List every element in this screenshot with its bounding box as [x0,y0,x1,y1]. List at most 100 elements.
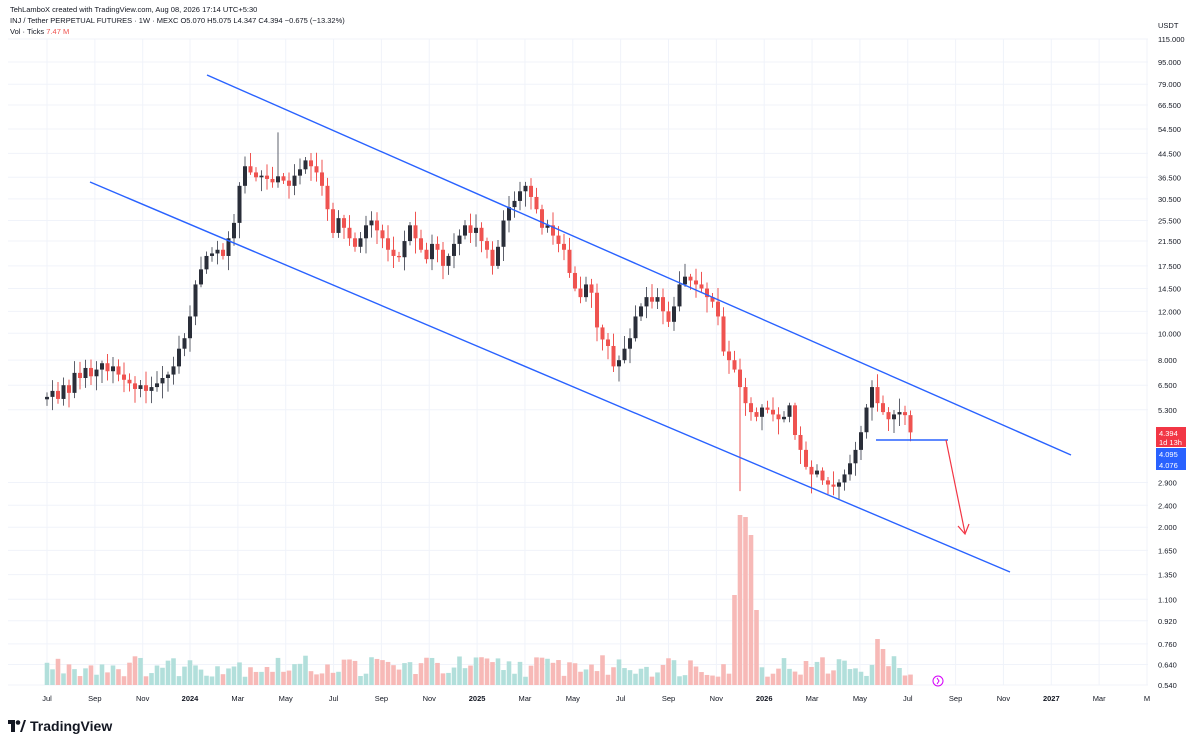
channel-drawings [89,74,1072,573]
candle-body [111,366,115,372]
candle-body [837,482,841,487]
volume-bar [121,676,127,685]
realtime-indicator-icon[interactable] [932,675,944,687]
volume-bar [556,660,561,685]
candle-body [727,351,731,361]
candle-body [556,235,561,244]
time-tick-label: Jul [42,694,52,703]
volume-bar [842,660,847,685]
time-tick-label: Sep [949,694,962,703]
volume-bar [237,662,242,685]
price-tick-label: 21.500 [1158,237,1181,246]
time-tick-label: M [1144,694,1150,703]
volume-bar [495,658,501,685]
candle-body [765,407,770,410]
volume-bar [253,671,259,685]
volume-bar [198,669,204,685]
candle-body [881,403,885,413]
volume-bar [209,676,215,685]
volume-line: Vol · Ticks 7.47 M [10,26,345,37]
candle-body [463,225,467,236]
candle-body [452,243,456,256]
volume-bar [468,665,473,685]
candle-body [485,241,489,250]
candle-body [347,227,352,239]
price-axis[interactable]: USDT 115.000 95.000 79.000 66.500 54.500 44.5… [1158,21,1185,690]
volume-bar [803,661,809,685]
candle-body [611,345,616,367]
volume-bar [605,674,611,685]
volume-bar [660,664,666,685]
volume-bar [319,673,325,685]
volume-bar [451,667,457,685]
volume-bar [94,674,99,685]
volume-bar [396,669,402,685]
volume-bar [726,673,732,685]
price-tick-label: 6.500 [1158,381,1177,390]
tradingview-logo[interactable]: TradingView [8,716,112,736]
time-tick-label: 2027 [1043,694,1060,703]
candle-body [336,218,341,233]
volume-bar [545,658,550,685]
volume-bar [83,668,88,685]
price-tick-label: 1.100 [1158,595,1177,604]
candle-body [776,414,781,420]
candle-body [815,470,819,475]
volume-bar [886,666,891,685]
candle-body [276,176,280,183]
candle-body [710,297,715,302]
candle-body [496,246,500,266]
volume-bar [671,660,677,685]
candle-body [595,292,599,328]
volume-bar [693,666,699,685]
candle-body [804,449,808,467]
candle-body [138,385,143,389]
volume-bar [402,663,407,685]
candle-body [501,220,506,247]
time-tick-label: Nov [423,694,437,703]
candle-body [72,372,77,393]
candle-body [375,220,379,231]
volume-bar [622,668,627,685]
time-axis[interactable]: Jul Sep Nov 2024 Mar May Jul Sep Nov 2025 Mar May Ju… [42,694,1150,703]
candle-body [105,363,110,372]
candle-body [402,241,407,258]
candle-body [578,288,583,298]
volume-bar [248,667,253,685]
time-tick-label: Sep [88,694,101,703]
candle-body [793,405,797,435]
price-tick-label: 115.000 [1158,35,1185,44]
candle-body [908,415,913,433]
volume-bar [270,671,275,685]
volume-bar [770,673,776,685]
candle-body [89,367,93,377]
candle-body [551,225,555,236]
volume-bar [440,673,446,685]
volume-bar [578,671,583,685]
volume-bar [534,657,539,685]
volume-bar [352,660,358,685]
candle-body [94,369,99,377]
candle-body [545,225,550,228]
candle-body [892,414,896,420]
time-tick-label: Jul [616,694,626,703]
candle-body [320,172,324,186]
candle-body [677,284,682,307]
volume-bar [418,663,424,685]
volume-bar [165,660,171,685]
candle-body [358,238,363,247]
volume-bar [512,673,517,685]
price-labels: 4.394 1d 13h 4.095 4.076 [1156,427,1186,470]
channel-lower-line [89,181,1011,573]
candle-body [199,269,203,285]
volume-bar [847,669,853,685]
candle-body [606,339,610,346]
candle-body [303,160,308,170]
candle-body [886,412,891,420]
volume-bar [242,676,248,685]
last-price-badge [1156,427,1186,447]
time-tick-label: Nov [136,694,150,703]
volume-bar [627,670,633,685]
volume-bar [154,665,160,685]
